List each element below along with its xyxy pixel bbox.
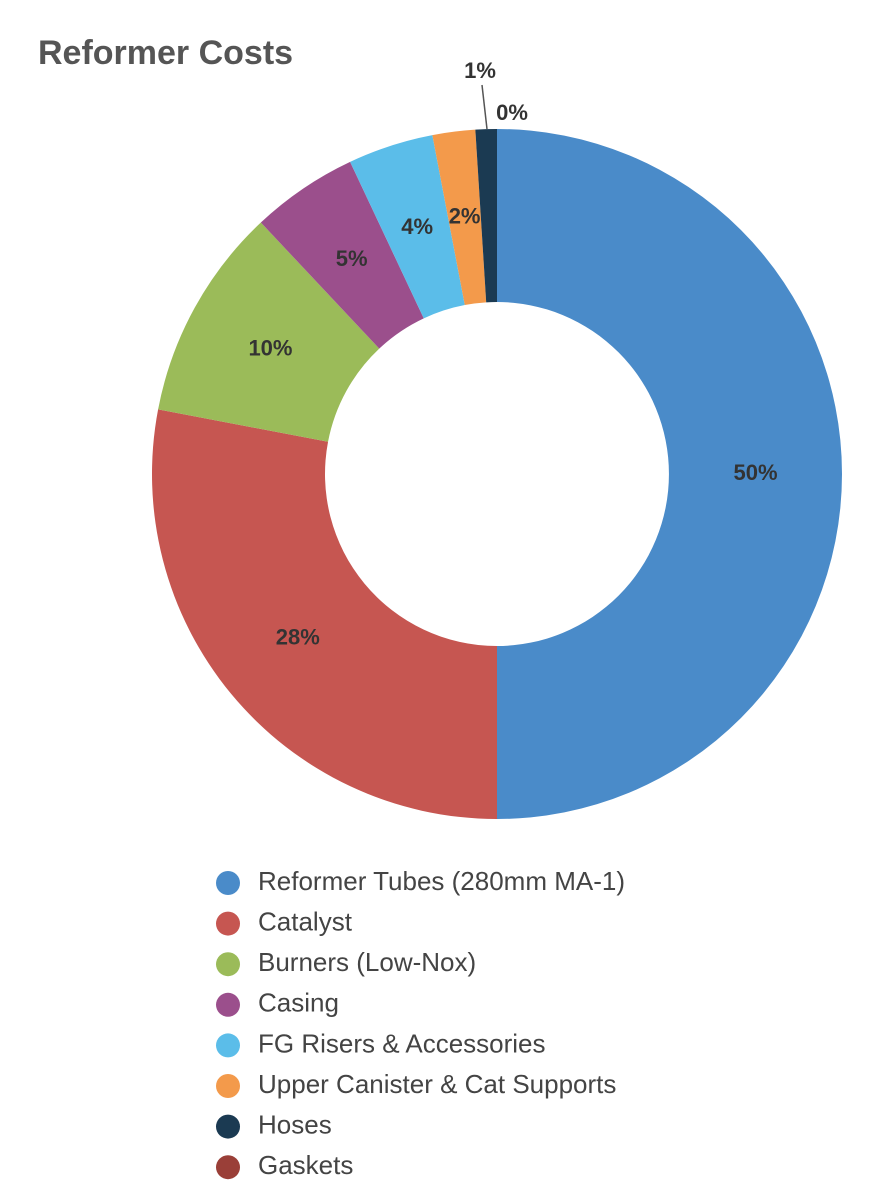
data-label: 5% xyxy=(336,246,368,271)
legend-marker xyxy=(216,992,240,1017)
legend-label: Hoses xyxy=(258,1109,332,1139)
donut-slice xyxy=(497,129,842,819)
legend-marker xyxy=(216,1033,240,1058)
legend-marker xyxy=(216,911,240,936)
leader-line xyxy=(481,84,488,130)
chart-title: Reformer Costs xyxy=(38,34,293,72)
legend-marker xyxy=(216,1114,240,1139)
data-label: 4% xyxy=(401,214,433,239)
data-label: 28% xyxy=(276,625,320,650)
legend-marker xyxy=(216,1155,240,1180)
legend-label: Upper Canister & Cat Supports xyxy=(258,1069,616,1099)
legend-label: Casing xyxy=(258,988,339,1018)
legend-marker xyxy=(216,952,240,977)
data-label: 2% xyxy=(449,203,481,228)
donut-slice xyxy=(350,135,465,319)
legend-marker xyxy=(216,871,240,895)
donut-slice xyxy=(475,129,497,303)
legend-label: Reformer Tubes (280mm MA-1) xyxy=(258,866,625,896)
data-label: 50% xyxy=(733,460,777,485)
legend-label: Burners (Low-Nox) xyxy=(258,947,476,977)
legend-marker xyxy=(216,1074,240,1098)
donut-slice xyxy=(152,409,497,819)
legend-label: Gaskets xyxy=(258,1150,353,1180)
data-label: 0% xyxy=(496,100,528,125)
legend-label: Catalyst xyxy=(258,906,353,936)
donut-slice xyxy=(158,222,380,442)
data-label: 1% xyxy=(464,58,496,83)
data-label: 10% xyxy=(248,335,292,360)
legend-label: FG Risers & Accessories xyxy=(258,1028,546,1058)
donut-slice xyxy=(260,161,424,349)
donut-slice xyxy=(432,129,487,306)
